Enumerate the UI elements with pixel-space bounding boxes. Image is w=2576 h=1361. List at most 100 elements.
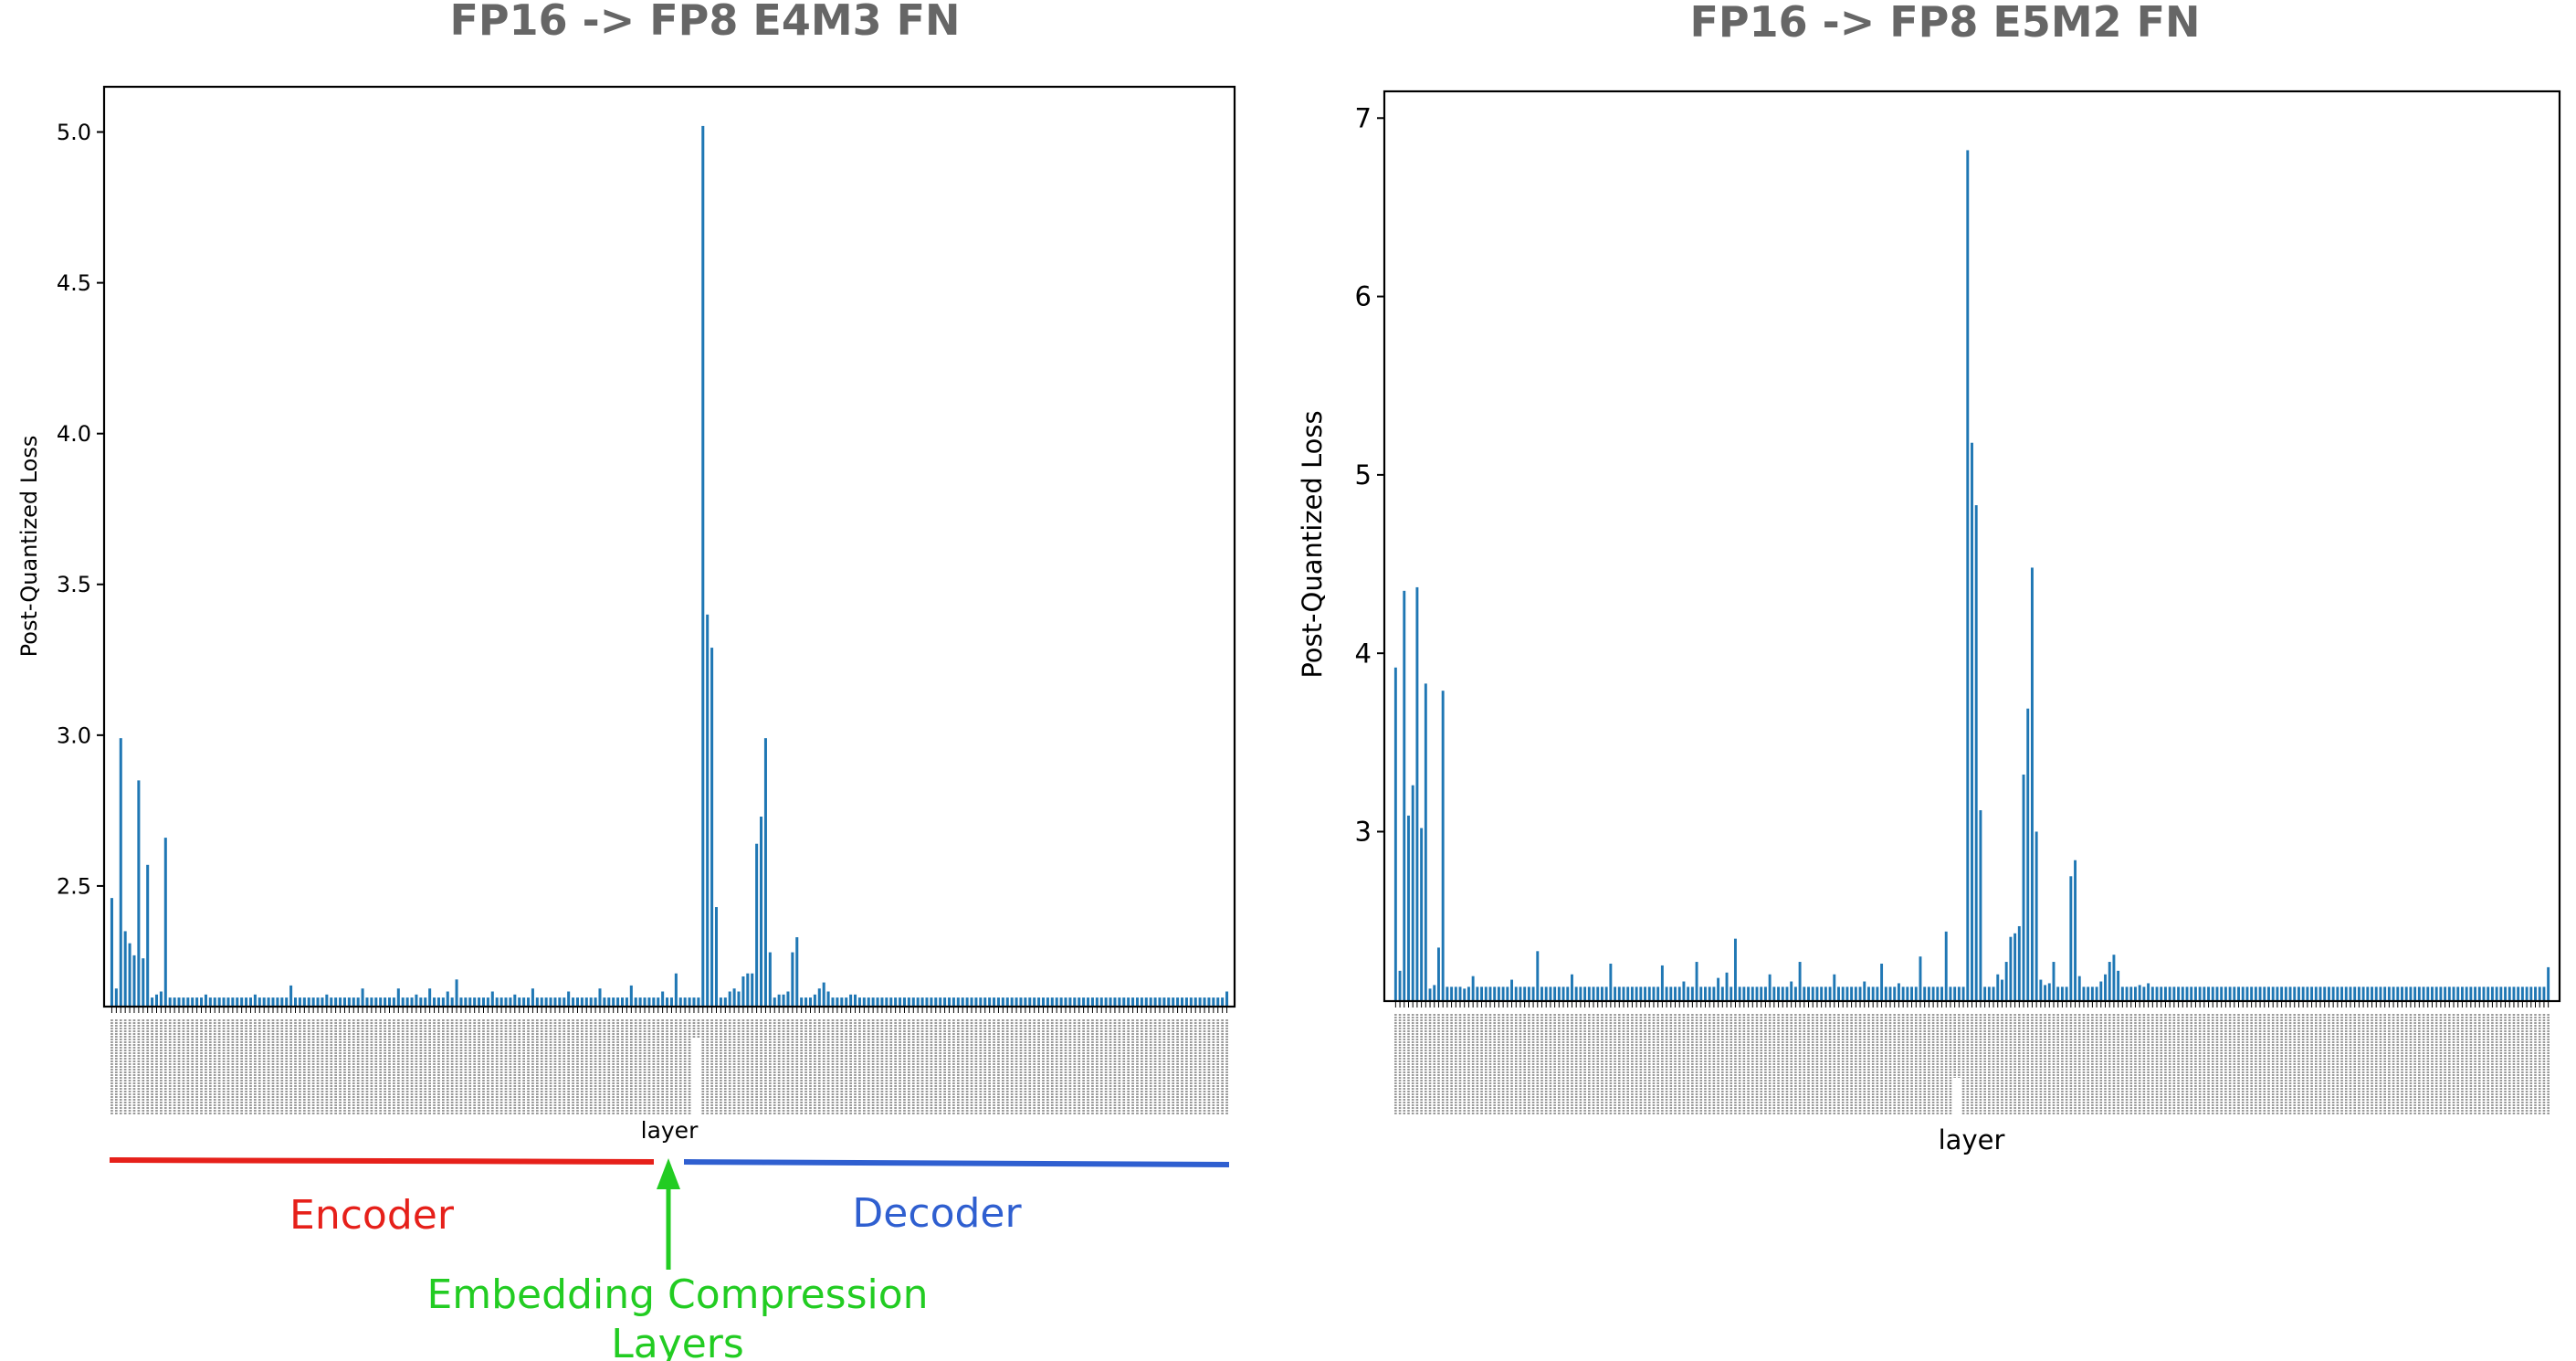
right-bar [1488,986,1492,1001]
right-bar [1398,970,1402,1001]
left-bar [710,648,714,1007]
right-bar [2035,831,2038,1001]
right-bar [1931,986,1935,1001]
right-bar [1506,986,1509,1001]
right-bar [1626,986,1630,1001]
left-bar [325,994,329,1007]
right-bar [2387,986,2391,1001]
left-bar [1225,991,1229,1007]
left-bar [504,997,508,1007]
right-bar [2314,986,2318,1001]
right-bar [2538,986,2541,1001]
right-bar [1828,986,1832,1001]
chart-left-bars [110,125,1229,1008]
left-bar [817,988,821,1007]
left-bar [763,738,767,1007]
right-bar [2074,860,2077,1001]
left-bar [114,988,118,1007]
left-bar [1122,997,1126,1007]
left-bar [513,994,517,1007]
right-bar [1751,986,1754,1001]
right-bar [2193,986,2197,1001]
left-bar [1118,997,1121,1007]
right-bar [2095,986,2098,1001]
left-y-tick-label: 4.0 [57,421,91,447]
right-bar [2401,986,2403,1001]
left-bar [1198,997,1202,1007]
right-bar [1647,986,1651,1001]
left-bar [867,997,870,1007]
embedding-label-line2: Layers [611,1321,744,1361]
right-bar [2392,986,2395,1001]
right-bar [2366,986,2370,1001]
left-bar [137,780,141,1007]
right-bar [1510,979,1513,1001]
left-bar [271,997,275,1007]
right-bar [2160,986,2163,1001]
right-bar [2120,986,2124,1001]
right-bar [2417,986,2421,1001]
left-bar [1216,997,1220,1007]
left-bar [280,997,284,1007]
left-bar [208,997,212,1007]
right-bar [1747,986,1751,1001]
right-bar [2017,925,2021,1001]
left-bar [952,997,955,1007]
right-bar [2245,986,2249,1001]
left-bar [880,997,884,1007]
left-bar [464,997,468,1007]
right-bar [1420,828,1424,1001]
right-bar [2439,986,2443,1001]
left-bar [128,943,131,1007]
right-bar [1730,986,1733,1001]
left-bar [522,997,526,1007]
left-bar [1059,997,1063,1007]
right-bar [2396,986,2400,1001]
right-bar [2301,986,2305,1001]
left-bar [849,994,853,1007]
left-bar [845,997,848,1007]
left-bar [204,994,207,1007]
left-bar [1001,997,1004,1007]
chart-right-frame [1383,90,2561,1003]
left-bar [988,997,992,1007]
right-bar [1527,986,1530,1001]
left-bar [584,997,588,1007]
right-bar [1893,986,1897,1001]
left-bar [751,973,754,1007]
right-bar [1996,974,2000,1001]
right-bar [2499,986,2503,1001]
left-bar [132,955,136,1007]
right-bar [1858,986,1862,1001]
right-bar [1841,986,1845,1001]
left-bar [387,997,392,1007]
chart-right-bars [1393,150,2550,1002]
right-bar [1393,667,1397,1001]
right-bar [1604,986,1608,1001]
left-bar [262,997,266,1007]
right-bar [2477,986,2481,1001]
chart-left-title: FP16 -> FP8 E4M3 FN [449,0,960,45]
left-bar [405,997,409,1007]
left-bar [441,997,445,1007]
right-bar [1669,986,1673,1001]
right-bar [2224,986,2227,1001]
left-bar [983,997,987,1007]
right-bar [1471,976,1475,1001]
right-bar [1742,986,1746,1001]
left-bar [925,997,929,1007]
right-bar [2374,986,2378,1001]
left-bar [361,988,364,1007]
left-bar [1212,997,1215,1007]
right-bar [2336,986,2339,1001]
decoder-span-line [683,1159,1230,1167]
left-bar [930,997,933,1007]
right-bar [2512,986,2516,1001]
right-bar [2288,986,2292,1001]
left-bar [786,991,790,1007]
left-bar [182,997,185,1007]
left-bar [392,997,395,1007]
right-bar [2404,986,2408,1001]
right-bar [1557,986,1561,1001]
left-bar [481,997,485,1007]
